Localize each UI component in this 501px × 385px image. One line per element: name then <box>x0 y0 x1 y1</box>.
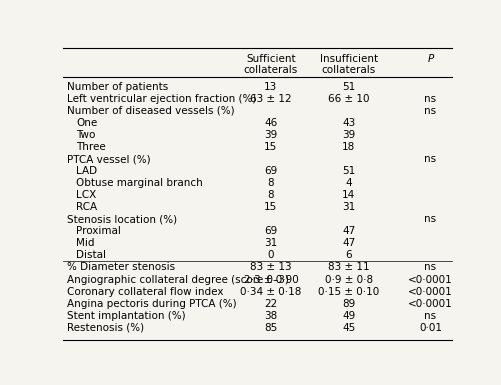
Text: Restenosis (%): Restenosis (%) <box>67 323 143 333</box>
Text: 47: 47 <box>341 238 355 248</box>
Text: ns: ns <box>423 311 435 321</box>
Text: 69: 69 <box>264 166 277 176</box>
Text: Stenosis location (%): Stenosis location (%) <box>67 214 176 224</box>
Text: 51: 51 <box>341 82 355 92</box>
Text: P: P <box>426 54 433 64</box>
Text: LCX: LCX <box>76 190 96 200</box>
Text: 39: 39 <box>341 130 355 140</box>
Text: 6: 6 <box>345 251 351 261</box>
Text: 0·15 ± 0·10: 0·15 ± 0·10 <box>318 286 379 296</box>
Text: PTCA vessel (%): PTCA vessel (%) <box>67 154 150 164</box>
Text: 51: 51 <box>341 166 355 176</box>
Text: 46: 46 <box>264 118 277 128</box>
Text: 22: 22 <box>264 299 277 309</box>
Text: <0·0001: <0·0001 <box>407 275 452 285</box>
Text: ns: ns <box>423 263 435 273</box>
Text: 0·01: 0·01 <box>418 323 441 333</box>
Text: ns: ns <box>423 94 435 104</box>
Text: 83 ± 11: 83 ± 11 <box>327 263 369 273</box>
Text: ns: ns <box>423 214 435 224</box>
Text: 13: 13 <box>264 82 277 92</box>
Text: RCA: RCA <box>76 202 97 212</box>
Text: 47: 47 <box>341 226 355 236</box>
Text: Proximal: Proximal <box>76 226 121 236</box>
Text: 31: 31 <box>341 202 355 212</box>
Text: Angiographic collateral degree (score 0–3): Angiographic collateral degree (score 0–… <box>67 275 288 285</box>
Text: 14: 14 <box>341 190 355 200</box>
Text: 0: 0 <box>267 251 274 261</box>
Text: LAD: LAD <box>76 166 97 176</box>
Text: One: One <box>76 118 97 128</box>
Text: Angina pectoris during PTCA (%): Angina pectoris during PTCA (%) <box>67 299 236 309</box>
Text: 18: 18 <box>341 142 355 152</box>
Text: 66 ± 10: 66 ± 10 <box>327 94 369 104</box>
Text: Three: Three <box>76 142 106 152</box>
Text: ns: ns <box>423 154 435 164</box>
Text: Stent implantation (%): Stent implantation (%) <box>67 311 185 321</box>
Text: 69: 69 <box>264 226 277 236</box>
Text: 43: 43 <box>341 118 355 128</box>
Text: Number of diseased vessels (%): Number of diseased vessels (%) <box>67 106 234 116</box>
Text: 8: 8 <box>267 190 274 200</box>
Text: 45: 45 <box>341 323 355 333</box>
Text: 0·34 ± 0·18: 0·34 ± 0·18 <box>239 286 301 296</box>
Text: 49: 49 <box>341 311 355 321</box>
Text: 8: 8 <box>267 178 274 188</box>
Text: 89: 89 <box>341 299 355 309</box>
Text: 38: 38 <box>264 311 277 321</box>
Text: 4: 4 <box>345 178 351 188</box>
Text: 83 ± 13: 83 ± 13 <box>249 263 291 273</box>
Text: ns: ns <box>423 106 435 116</box>
Text: Sufficient
collaterals: Sufficient collaterals <box>243 54 298 75</box>
Text: 63 ± 12: 63 ± 12 <box>249 94 291 104</box>
Text: 15: 15 <box>264 142 277 152</box>
Text: 85: 85 <box>264 323 277 333</box>
Text: Insufficient
collaterals: Insufficient collaterals <box>319 54 377 75</box>
Text: 0·9 ± 0·8: 0·9 ± 0·8 <box>324 275 372 285</box>
Text: % Diameter stenosis: % Diameter stenosis <box>67 263 174 273</box>
Text: Mid: Mid <box>76 238 95 248</box>
Text: 15: 15 <box>264 202 277 212</box>
Text: Distal: Distal <box>76 251 106 261</box>
Text: <0·0001: <0·0001 <box>407 286 452 296</box>
Text: 31: 31 <box>264 238 277 248</box>
Text: Number of patients: Number of patients <box>67 82 167 92</box>
Text: Two: Two <box>76 130 96 140</box>
Text: Obtuse marginal branch: Obtuse marginal branch <box>76 178 203 188</box>
Text: Left ventricular ejection fraction (%): Left ventricular ejection fraction (%) <box>67 94 256 104</box>
Text: 2·3 ± 0·90: 2·3 ± 0·90 <box>243 275 298 285</box>
Text: 39: 39 <box>264 130 277 140</box>
Text: Coronary collateral flow index: Coronary collateral flow index <box>67 286 223 296</box>
Text: <0·0001: <0·0001 <box>407 299 452 309</box>
